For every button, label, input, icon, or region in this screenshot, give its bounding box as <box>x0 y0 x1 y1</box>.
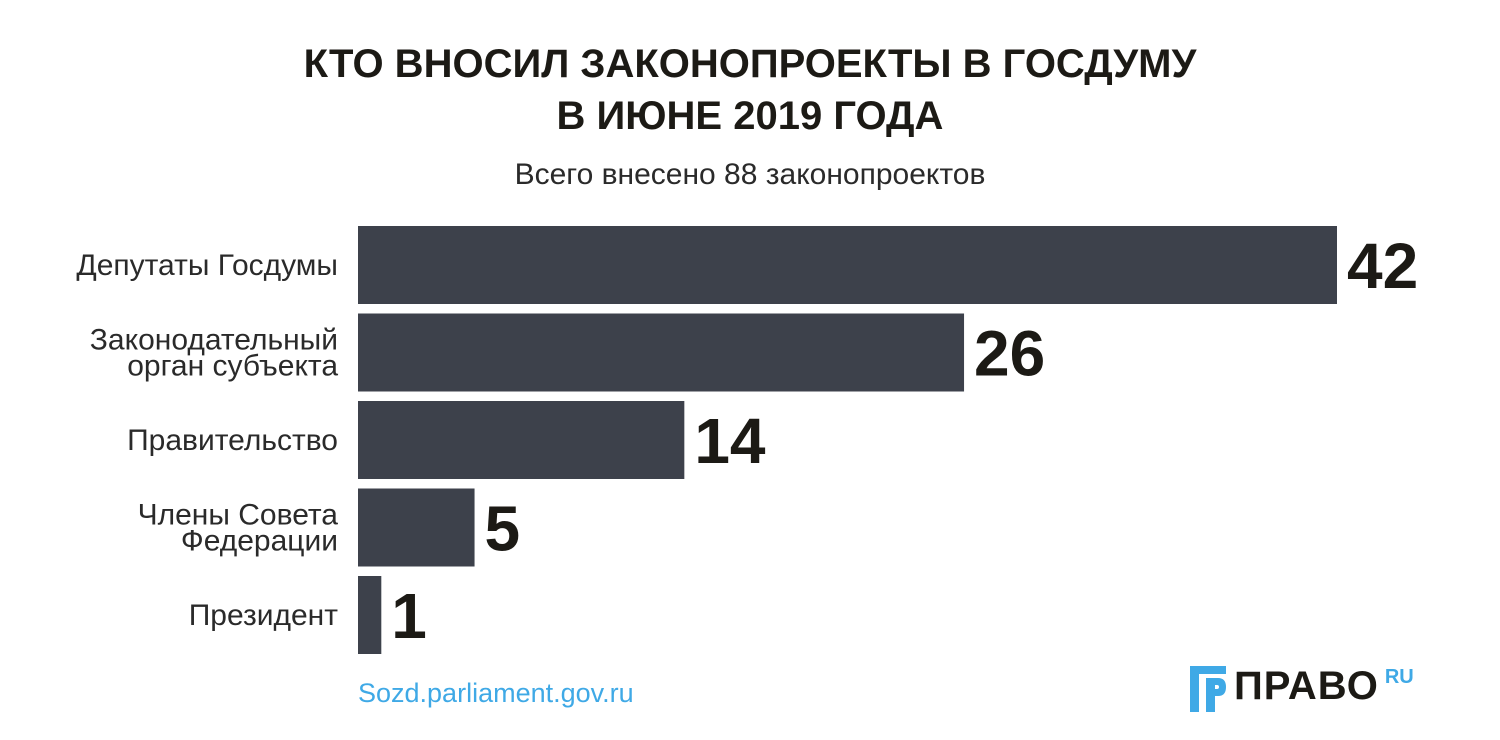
logo-superscript: RU <box>1384 666 1414 688</box>
category-label-line: Депутаты Госдумы <box>76 249 338 282</box>
value-label-1: 26 <box>974 318 1045 390</box>
category-label-3: Члены Совета Федерации <box>138 499 339 558</box>
category-label-line: Президент <box>189 599 339 632</box>
bar-1 <box>358 313 965 392</box>
category-label-line: Члены Совета <box>138 499 339 532</box>
source-link[interactable]: Sozd.parliament.gov.ru <box>358 678 634 708</box>
bar-2 <box>358 401 685 479</box>
chart-title-line-1: КТО ВНОСИЛ ЗАКОНОПРОЕКТЫ В ГОСДУМУ <box>303 42 1197 86</box>
value-label-0: 42 <box>1347 230 1418 302</box>
chart-title: КТО ВНОСИЛ ЗАКОНОПРОЕКТЫ В ГОСДУМУ В ИЮН… <box>0 38 1500 142</box>
value-label-3: 5 <box>485 493 521 565</box>
category-label-line: Федерации <box>181 525 338 558</box>
category-label-1: Законодательный орган субъекта <box>90 324 339 383</box>
value-label-4: 1 <box>391 580 427 652</box>
chart-title-line-2: В ИЮНЕ 2019 ГОДА <box>556 94 944 138</box>
bar-4 <box>358 576 382 654</box>
pravo-logo-icon <box>1190 666 1226 712</box>
bar-3 <box>358 488 475 567</box>
value-label-2: 14 <box>694 405 766 477</box>
category-label-line: орган субъекта <box>127 350 338 383</box>
pravo-ru-logo: ПРАВО RU <box>1190 660 1414 712</box>
chart-subtitle: Всего внесено 88 законопроектов <box>514 158 986 191</box>
logo-text: ПРАВО <box>1234 664 1379 708</box>
category-label-4: Президент <box>189 599 339 632</box>
category-label-2: Правительство <box>127 424 338 457</box>
category-label-0: Депутаты Госдумы <box>76 249 338 282</box>
bar-0 <box>358 226 1337 304</box>
category-label-line: Законодательный <box>90 324 338 357</box>
category-label-line: Правительство <box>127 424 338 457</box>
